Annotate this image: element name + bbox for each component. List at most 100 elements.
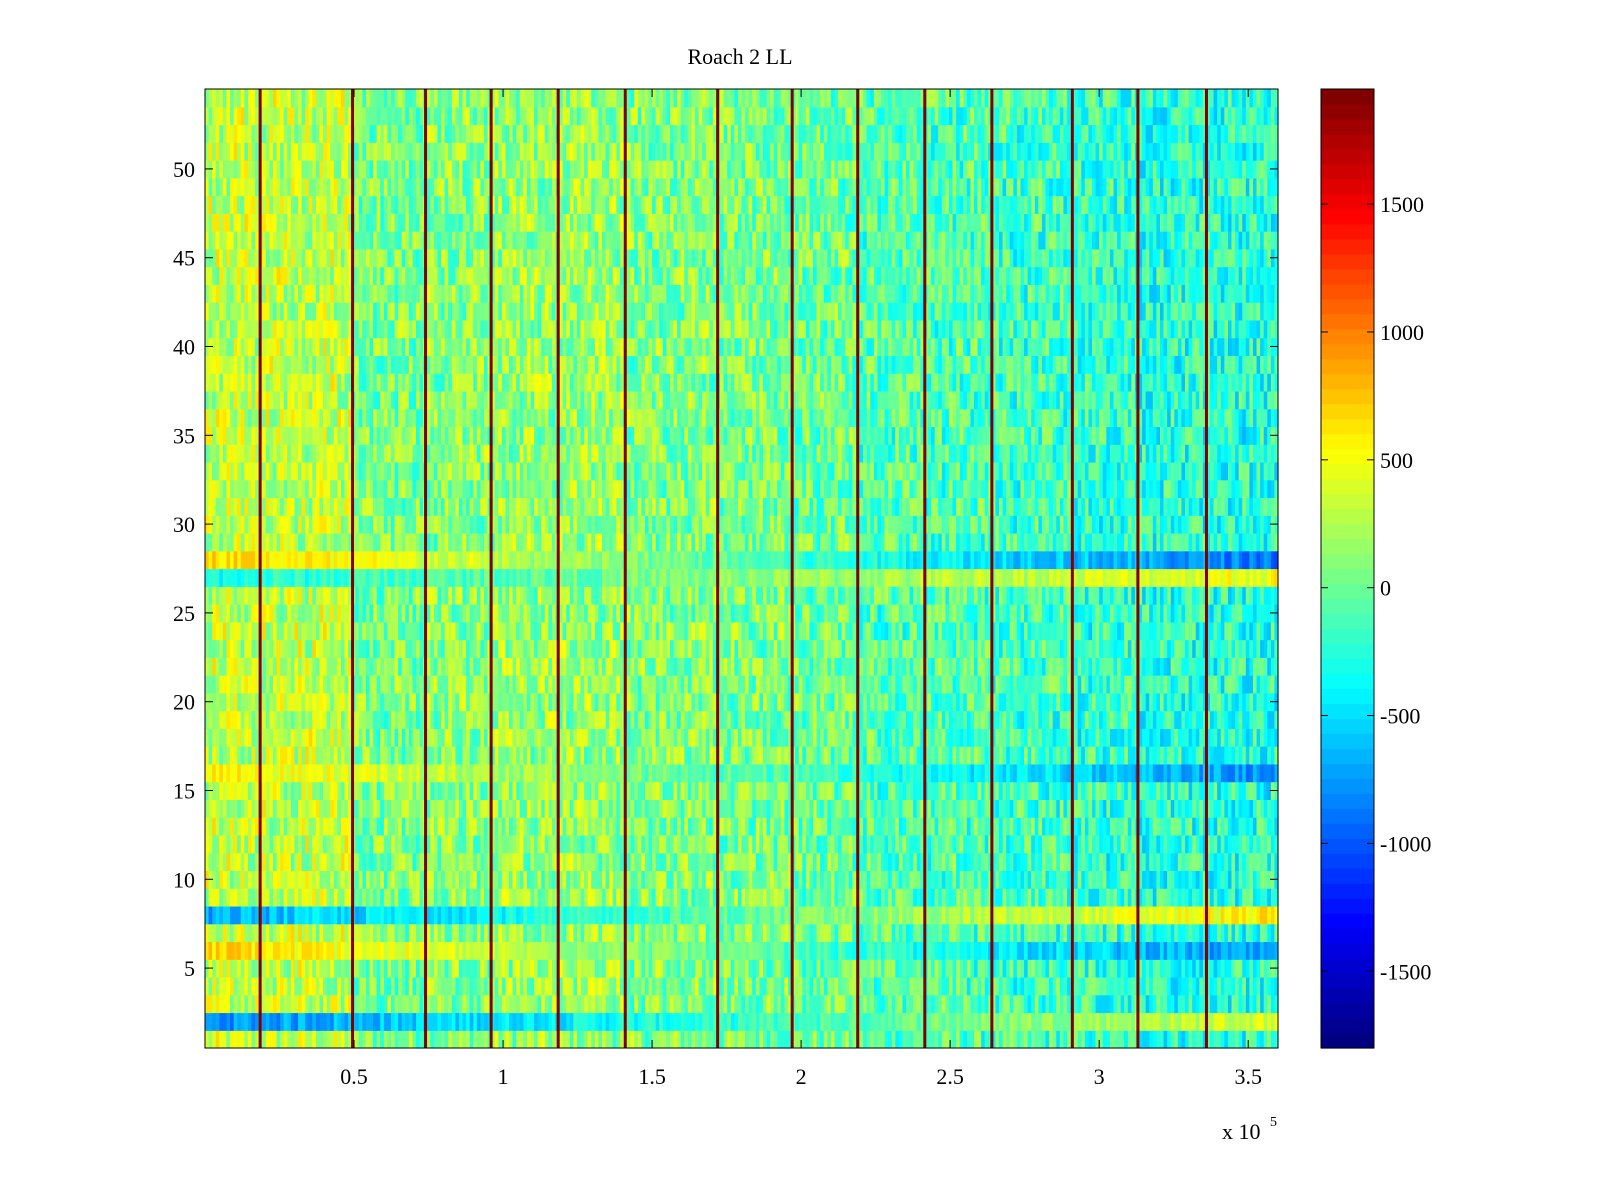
heatmap-cell	[1260, 834, 1265, 854]
heatmap-cell	[269, 852, 274, 872]
heatmap-cell	[1124, 870, 1129, 889]
heatmap-cell	[627, 1030, 632, 1049]
heatmap-cell	[376, 888, 381, 907]
heatmap-cell	[591, 994, 596, 1014]
heatmap-cell	[680, 799, 685, 818]
heatmap-cell	[255, 870, 260, 889]
heatmap-cell	[981, 834, 986, 854]
heatmap-cell	[695, 781, 700, 800]
heatmap-cell	[648, 905, 653, 925]
heatmap-cell	[966, 763, 972, 783]
heatmap-cell	[816, 852, 821, 872]
heatmap-cell	[1267, 941, 1272, 960]
heatmap-cell	[1059, 870, 1064, 889]
heatmap-cell	[412, 781, 417, 800]
heatmap-cell	[466, 941, 471, 960]
heatmap-cell	[1099, 959, 1104, 978]
heatmap-cell	[1263, 888, 1268, 907]
heatmap-cell	[734, 923, 739, 943]
heatmap-cell	[283, 923, 288, 943]
heatmap-cell	[480, 888, 485, 907]
heatmap-cell	[1041, 1030, 1047, 1049]
heatmap-cell	[956, 834, 961, 854]
heatmap-cell	[380, 763, 385, 783]
heatmap-cell	[262, 852, 267, 872]
heatmap-cell	[834, 923, 839, 943]
heatmap-cell	[448, 746, 453, 765]
heatmap-cell	[448, 763, 453, 783]
heatmap-cell	[616, 763, 621, 783]
heatmap-cell	[870, 888, 875, 907]
heatmap-cell	[1016, 834, 1022, 854]
heatmap-cell	[262, 905, 267, 925]
heatmap-cell	[416, 1012, 421, 1031]
heatmap-cell	[963, 941, 968, 960]
heatmap-cell	[294, 976, 299, 996]
heatmap-cell	[863, 834, 868, 854]
heatmap-cell	[1066, 994, 1072, 1014]
heatmap-cell	[627, 870, 632, 889]
heatmap-cell	[315, 834, 321, 854]
heatmap-cell	[390, 888, 396, 907]
heatmap-cell	[498, 781, 503, 800]
heatmap-cell	[297, 941, 303, 960]
heatmap-cell	[687, 941, 693, 960]
heatmap-cell	[1009, 994, 1014, 1014]
heatmap-cell	[1059, 852, 1064, 872]
heatmap-cell	[437, 994, 442, 1014]
heatmap-cell	[1231, 834, 1236, 854]
heatmap-cell	[1174, 994, 1179, 1014]
heatmap-cell	[788, 1012, 793, 1031]
heatmap-cell	[494, 781, 499, 800]
heatmap-cell	[276, 799, 281, 818]
heatmap-cell	[1031, 959, 1036, 978]
heatmap-cell	[662, 763, 667, 783]
heatmap-cell	[301, 994, 306, 1014]
heatmap-cell	[780, 763, 786, 783]
heatmap-cell	[1192, 1012, 1197, 1031]
heatmap-cell	[891, 888, 896, 907]
heatmap-cell	[205, 923, 210, 943]
heatmap-cell	[1117, 959, 1122, 978]
heatmap-cell	[884, 763, 889, 783]
heatmap-cell	[1267, 994, 1272, 1014]
heatmap-cell	[230, 1012, 235, 1031]
heatmap-cell	[1074, 905, 1079, 925]
heatmap-cell	[902, 852, 907, 872]
heatmap-cell	[458, 888, 464, 907]
heatmap-cell	[559, 746, 564, 765]
heatmap-cell	[655, 959, 660, 978]
heatmap-cell	[569, 994, 574, 1014]
heatmap-cell	[1099, 1012, 1104, 1031]
heatmap-cell	[966, 1012, 972, 1031]
heatmap-cell	[1006, 781, 1011, 800]
heatmap-cell	[1081, 799, 1086, 818]
heatmap-cell	[265, 976, 270, 996]
heatmap-cell	[315, 870, 321, 889]
heatmap-cell	[455, 834, 460, 854]
heatmap-cell	[995, 870, 1000, 889]
heatmap-cell	[501, 923, 507, 943]
heatmap-cell	[838, 781, 843, 800]
heatmap-cell	[1188, 994, 1193, 1014]
heatmap-cell	[659, 1030, 664, 1049]
heatmap-cell	[916, 994, 921, 1014]
heatmap-cell	[1145, 781, 1150, 800]
heatmap-cell	[784, 799, 789, 818]
heatmap-cell	[877, 1012, 882, 1031]
heatmap-cell	[383, 941, 389, 960]
heatmap-cell	[294, 852, 299, 872]
heatmap-cell	[333, 923, 338, 943]
heatmap-cell	[966, 781, 972, 800]
heatmap-cell	[512, 870, 517, 889]
heatmap-cell	[859, 976, 864, 996]
heatmap-cell	[1052, 817, 1057, 836]
heatmap-cell	[1263, 959, 1268, 978]
heatmap-cell	[1063, 763, 1068, 783]
heatmap-cell	[1113, 763, 1118, 783]
heatmap-cell	[265, 763, 270, 783]
heatmap-cell	[1059, 923, 1064, 943]
heatmap-cell	[655, 1012, 660, 1031]
heatmap-cell	[1210, 763, 1215, 783]
heatmap-cell	[237, 941, 242, 960]
